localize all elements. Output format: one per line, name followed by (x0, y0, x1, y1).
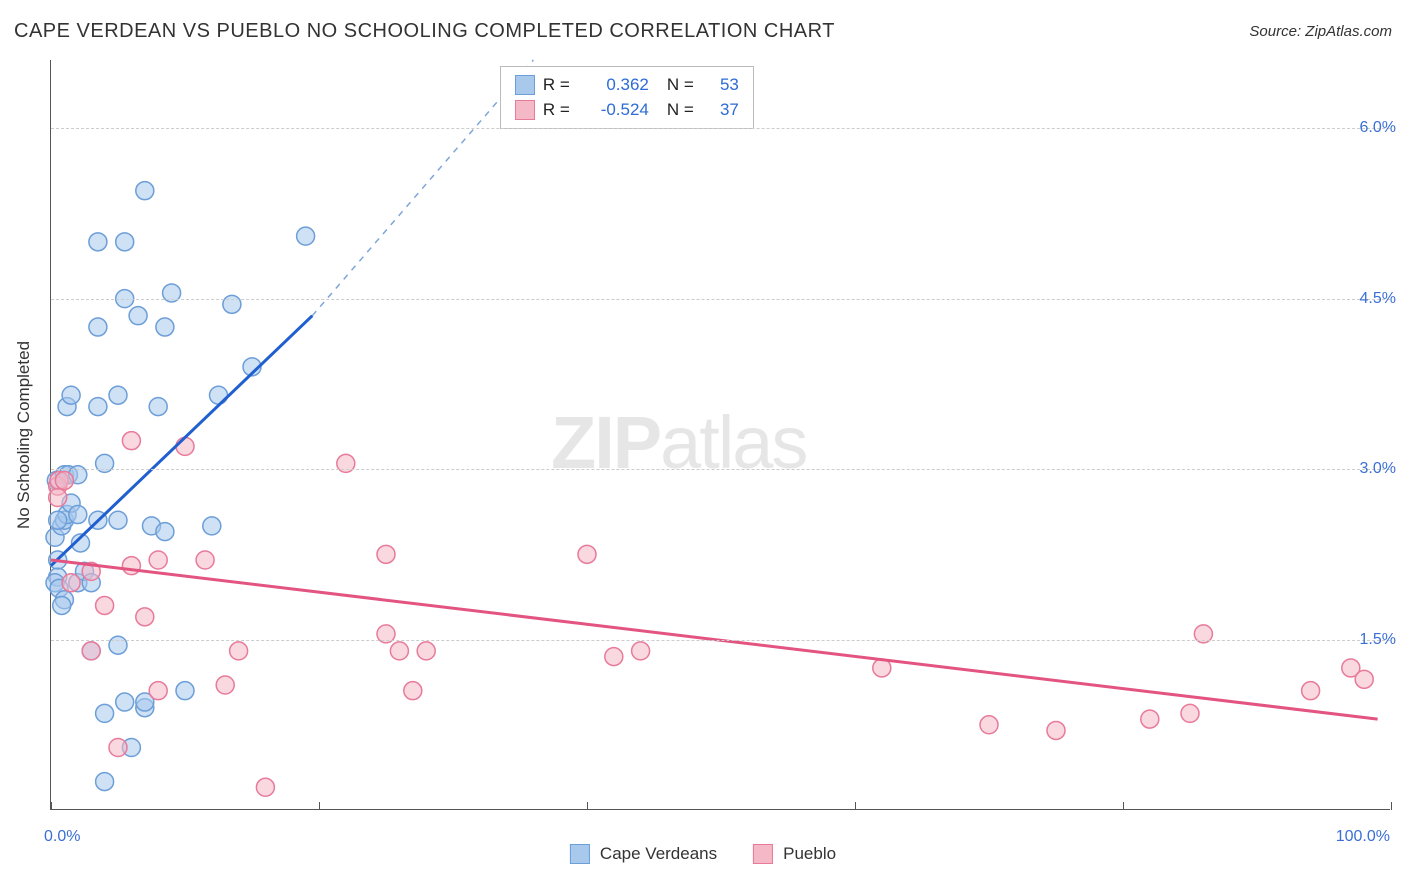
x-tick (587, 802, 588, 810)
chart-title: CAPE VERDEAN VS PUEBLO NO SCHOOLING COMP… (14, 20, 835, 43)
data-point (62, 386, 80, 404)
y-tick-label: 3.0% (1360, 460, 1396, 478)
data-point (297, 227, 315, 245)
data-point (404, 682, 422, 700)
data-point (53, 596, 71, 614)
data-point (176, 682, 194, 700)
data-point (136, 182, 154, 200)
data-point (89, 233, 107, 251)
data-point (55, 471, 73, 489)
grid-line-h (51, 469, 1390, 470)
data-point (1047, 721, 1065, 739)
legend-swatch (570, 844, 590, 864)
data-point (109, 511, 127, 529)
data-point (49, 511, 67, 529)
data-point (1181, 704, 1199, 722)
data-point (1141, 710, 1159, 728)
stat-r-label: R = (543, 73, 577, 98)
y-tick-label: 1.5% (1360, 631, 1396, 649)
data-point (96, 704, 114, 722)
legend-swatch (753, 844, 773, 864)
plot-area: ZIPatlas R = 0.362N = 53R = -0.524N = 37 (50, 60, 1390, 810)
data-point (417, 642, 435, 660)
data-point (116, 693, 134, 711)
data-point (1302, 682, 1320, 700)
legend-swatch (515, 75, 535, 95)
data-point (109, 739, 127, 757)
data-point (230, 642, 248, 660)
data-point (156, 318, 174, 336)
legend-swatch (515, 100, 535, 120)
data-point (89, 398, 107, 416)
stat-r-value: 0.362 (585, 73, 649, 98)
x-tick-label-max: 100.0% (1336, 828, 1390, 846)
y-axis-label: No Schooling Completed (14, 341, 34, 529)
grid-line-h (51, 299, 1390, 300)
x-tick (51, 802, 52, 810)
data-point (377, 545, 395, 563)
stat-r-label: R = (543, 98, 577, 123)
data-point (149, 398, 167, 416)
legend-label: Pueblo (783, 844, 836, 864)
x-tick (319, 802, 320, 810)
data-point (196, 551, 214, 569)
data-point (156, 523, 174, 541)
trend-line (51, 316, 312, 566)
data-point (96, 596, 114, 614)
data-point (116, 233, 134, 251)
data-point (256, 778, 274, 796)
stat-r-value: -0.524 (585, 98, 649, 123)
bottom-legend: Cape Verdeans Pueblo (570, 844, 836, 864)
stats-row: R = 0.362 N = 53 (515, 73, 739, 98)
legend-label: Cape Verdeans (600, 844, 717, 864)
grid-line-h (51, 640, 1390, 641)
y-tick-label: 6.0% (1360, 119, 1396, 137)
data-point (149, 682, 167, 700)
stat-n-value: 53 (709, 73, 739, 98)
data-point (129, 307, 147, 325)
x-tick-label-min: 0.0% (44, 828, 80, 846)
data-point (632, 642, 650, 660)
data-point (49, 489, 67, 507)
stat-n-label: N = (667, 98, 701, 123)
stats-row: R = -0.524 N = 37 (515, 98, 739, 123)
data-point (578, 545, 596, 563)
y-tick-label: 4.5% (1360, 290, 1396, 308)
data-point (69, 506, 87, 524)
data-point (62, 574, 80, 592)
grid-line-h (51, 128, 1390, 129)
plot-svg (51, 60, 1390, 809)
data-point (89, 318, 107, 336)
stat-n-label: N = (667, 73, 701, 98)
source-citation: Source: ZipAtlas.com (1249, 23, 1392, 40)
legend-item: Cape Verdeans (570, 844, 717, 864)
x-tick (1391, 802, 1392, 810)
data-point (176, 437, 194, 455)
data-point (136, 608, 154, 626)
stat-n-value: 37 (709, 98, 739, 123)
legend-item: Pueblo (753, 844, 836, 864)
source-name: ZipAtlas.com (1305, 23, 1392, 40)
data-point (210, 386, 228, 404)
source-label: Source: (1249, 23, 1305, 40)
data-point (605, 648, 623, 666)
y-axis-label-container: No Schooling Completed (12, 60, 36, 810)
x-tick (855, 802, 856, 810)
data-point (82, 642, 100, 660)
data-point (149, 551, 167, 569)
x-tick (1123, 802, 1124, 810)
data-point (216, 676, 234, 694)
data-point (390, 642, 408, 660)
data-point (122, 432, 140, 450)
data-point (1355, 670, 1373, 688)
data-point (96, 773, 114, 791)
data-point (980, 716, 998, 734)
chart-header: CAPE VERDEAN VS PUEBLO NO SCHOOLING COMP… (14, 20, 1392, 43)
correlation-stats-box: R = 0.362 N = 53 R = -0.524 N = 37 (500, 66, 754, 129)
data-point (203, 517, 221, 535)
data-point (122, 557, 140, 575)
data-point (109, 386, 127, 404)
